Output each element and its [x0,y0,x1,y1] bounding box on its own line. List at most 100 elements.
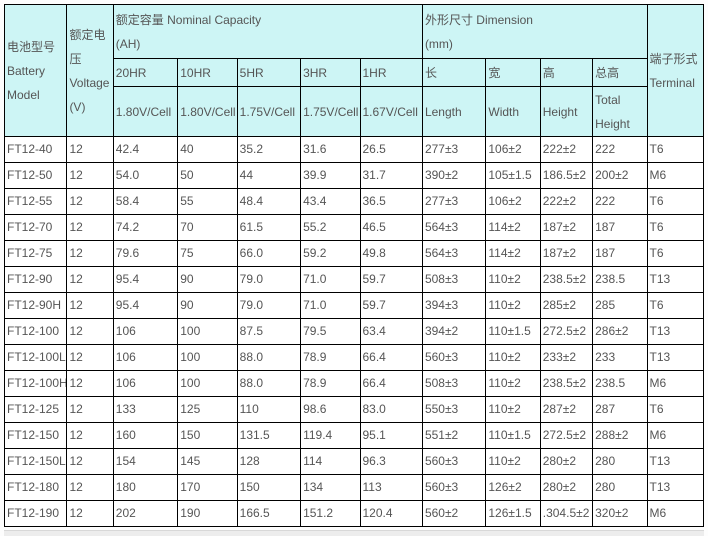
cell-total_height: 288±2 [592,422,648,449]
cell-total_height: 287 [592,396,648,423]
cell-cap_10hr: 150 [177,422,238,449]
cell-total_height: 320±2 [592,500,648,527]
cell-voltage: 12 [66,344,114,371]
cell-voltage: 12 [66,396,114,423]
table-header: 电池型号 Battery Model 额定电压 Voltage (V) 额定容量… [3,4,705,137]
cell-cap_3hr: 114 [300,448,361,475]
cell-cap_20hr: 58.4 [112,188,179,215]
cell-length: 394±2 [421,318,487,345]
cell-cap_1hr: 95.1 [359,422,423,449]
cell-cap_1hr: 59.7 [359,266,423,293]
cell-height: 187±2 [539,214,594,241]
cell-model: FT12-100H [3,370,68,397]
cell-terminal: T6 [646,292,705,319]
table-row: FT12-40 12 42.4 40 35.2 31.6 26.5 277±3 106±2 222… [3,136,705,163]
cell-cap_10hr: 90 [177,266,238,293]
cell-cap_5hr: 61.5 [236,214,302,241]
cell-height: 222±2 [539,188,594,215]
cell-voltage: 12 [66,318,114,345]
dimension-name-zh-header: 高 [539,58,594,87]
cell-width: 110±2 [485,292,541,319]
cell-model: FT12-55 [3,188,68,215]
cell-width: 110±1.5 [485,318,541,345]
cell-terminal: M6 [646,422,705,449]
table-row: FT12-100 12 106 100 87.5 79.5 63.4 394±2 110±1.5… [3,318,705,345]
cell-length: 390±2 [421,162,487,189]
cell-cap_5hr: 66.0 [236,240,302,267]
capacity-rate-header: 20HR [112,58,179,87]
cell-model: FT12-150L [3,448,68,475]
cell-model: FT12-150 [3,422,68,449]
table-row: FT12-90H 12 95.4 90 79.0 71.0 59.7 394±3 110±2 28… [3,292,705,319]
cell-cap_5hr: 110 [236,396,302,423]
cell-terminal: T13 [646,344,705,371]
cell-voltage: 12 [66,266,114,293]
cell-terminal: T13 [646,318,705,345]
cell-cap_1hr: 59.7 [359,292,423,319]
cell-length: 508±3 [421,266,487,293]
cell-cap_10hr: 125 [177,396,238,423]
cell-height: 272.5±2 [539,318,594,345]
cell-height: .304.5±2 [539,500,594,527]
cell-terminal: M6 [646,370,705,397]
cell-cap_10hr: 170 [177,474,238,501]
cell-cap_20hr: 95.4 [112,292,179,319]
capacity-rate-header: 10HR [177,58,238,87]
cell-cap_10hr: 70 [177,214,238,241]
capacity-rate-header: 1HR [359,58,423,87]
cell-cap_10hr: 75 [177,240,238,267]
cell-height: 233±2 [539,344,594,371]
cell-terminal: M6 [646,500,705,527]
table-row: FT12-180 12 180 170 150 134 113 560±3 126±2 280±2… [3,474,705,501]
dimension-group-unit: (mm) [424,36,453,51]
table-row: FT12-90 12 95.4 90 79.0 71.0 59.7 508±3 110±2 238… [3,266,705,293]
cell-width: 126±1.5 [485,500,541,527]
cell-length: 560±3 [421,448,487,475]
cell-total_height: 222 [592,136,648,163]
cell-total_height: 200±2 [592,162,648,189]
table-row: FT12-150L 12 154 145 128 114 96.3 560±3 110±2 280… [3,448,705,475]
cell-height: 272.5±2 [539,422,594,449]
cell-cap_1hr: 46.5 [359,214,423,241]
cell-terminal: T6 [646,136,705,163]
cell-cap_10hr: 100 [177,318,238,345]
capacity-cell-voltage-header: 1.75V/Cell [236,86,302,137]
cell-cap_10hr: 55 [177,188,238,215]
capacity-group-unit: (AH) [115,36,141,51]
cell-voltage: 12 [66,474,114,501]
cell-cap_3hr: 55.2 [300,214,361,241]
header-dimension-group: 外形尺寸 Dimension (mm) [421,4,648,59]
cell-length: 560±3 [421,344,487,371]
cell-terminal: T13 [646,266,705,293]
cell-length: 277±3 [421,188,487,215]
cell-total_height: 285 [592,292,648,319]
cell-cap_3hr: 119.4 [300,422,361,449]
cell-height: 222±2 [539,136,594,163]
header-voltage: 额定电压 Voltage (V) [66,4,114,137]
header-row-groups: 电池型号 Battery Model 额定电压 Voltage (V) 额定容量… [3,4,705,137]
cell-cap_10hr: 50 [177,162,238,189]
cell-model: FT12-40 [3,136,68,163]
table-row: FT12-100L 12 106 100 88.0 78.9 66.4 560±3 110±2 2… [3,344,705,371]
table-body: FT12-40 12 42.4 40 35.2 31.6 26.5 277±3 106±2 222… [3,136,705,527]
dimension-name-en-header: Total Height [592,86,648,137]
capacity-cell-voltage-header: 1.75V/Cell [300,86,361,137]
cell-cap_10hr: 90 [177,292,238,319]
cell-cap_3hr: 59.2 [300,240,361,267]
capacity-rate-header: 5HR [236,58,302,87]
cell-cap_20hr: 106 [112,318,179,345]
cell-cap_5hr: 131.5 [236,422,302,449]
dimension-name-zh-header: 总高 [592,58,648,87]
cell-cap_1hr: 26.5 [359,136,423,163]
header-battery-model: 电池型号 Battery Model [3,4,68,137]
cell-cap_20hr: 42.4 [112,136,179,163]
cell-total_height: 238.5 [592,266,648,293]
cell-cap_20hr: 133 [112,396,179,423]
cell-voltage: 12 [66,292,114,319]
cell-width: 110±2 [485,396,541,423]
cell-voltage: 12 [66,188,114,215]
cell-cap_20hr: 154 [112,448,179,475]
cell-cap_20hr: 54.0 [112,162,179,189]
cell-cap_5hr: 166.5 [236,500,302,527]
